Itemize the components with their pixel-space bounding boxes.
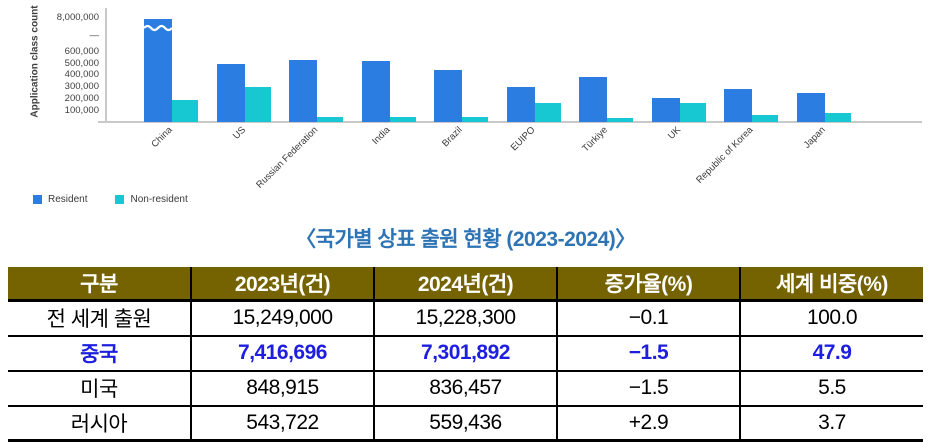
table-cell: 559,436: [373, 404, 557, 442]
table-cell: 836,457: [373, 369, 557, 406]
bar-non-resident-russian-federation: [317, 116, 344, 122]
table-cell: 러시아: [8, 404, 191, 442]
bar-non-resident-republic-of-korea: [752, 115, 779, 122]
bar-resident-uk: [651, 97, 680, 122]
table-cell: 100.0: [739, 300, 923, 336]
legend-swatch-resident-icon: [33, 195, 42, 204]
table-cell: 3.7: [739, 404, 923, 442]
x-tick-label-uk: UK: [665, 124, 683, 142]
plot-area: [105, 8, 925, 122]
bar-group-india: [353, 8, 426, 122]
x-tick-label-us: US: [230, 124, 248, 142]
x-tick-label-republic-of-korea: Republic of Korea: [693, 124, 756, 186]
bar-resident-russian-federation: [289, 59, 318, 122]
legend-item-nonresident: Non-resident: [115, 194, 188, 205]
x-tick-label-brazil: Brazil: [440, 124, 466, 150]
bar-group-t-rkiye: [570, 8, 643, 122]
bar-non-resident-brazil: [462, 117, 489, 122]
table-cell: 5.5: [739, 369, 923, 406]
x-tick-label-t-rkiye: Türkiye: [580, 124, 611, 155]
header-cell-2024: 2024년(건): [373, 267, 557, 302]
header-cell-growth: 증가율(%): [556, 267, 740, 302]
bar-group-brazil: [425, 8, 498, 122]
table-cell: 15,228,300: [373, 300, 557, 336]
bar-group-china: [135, 8, 208, 122]
table-cell: 전 세계 출원: [46, 308, 152, 332]
bar-non-resident-t-rkiye: [607, 117, 634, 122]
y-tick-label: 100,000: [64, 104, 99, 116]
header-cell-category: 구분: [8, 267, 191, 302]
y-tick-label: 400,000: [64, 69, 99, 81]
table-title: 〈국가별 상표 출원 현황 (2023-2024)〉: [295, 228, 636, 251]
bar-group-uk: [643, 8, 716, 122]
table-cell: 중국: [8, 334, 191, 371]
axis-break-dash: —: [89, 29, 100, 41]
table-row-world: 전 세계 출원 15,249,000 15,228,300 −0.1 100.0: [8, 300, 923, 336]
table-header-row: 구분 2023년(건) 2024년(건) 증가율(%) 세계 비중(%): [8, 267, 923, 302]
table-cell: 15,249,000: [190, 300, 374, 336]
bar-group-republic-of-korea: [715, 8, 788, 122]
bar-group-us: [208, 8, 281, 122]
table-cell: 848,915: [190, 369, 374, 406]
bar-group-russian-federation: [280, 8, 353, 122]
bar-group-japan: [788, 8, 861, 122]
bar-resident-euipo: [506, 87, 535, 122]
table-cell: 47.9: [739, 334, 923, 371]
x-tick-label-china: China: [149, 124, 176, 150]
y-tick-label: 600,000: [64, 45, 99, 57]
table-row-us: 미국 848,915 836,457 −1.5 5.5: [8, 369, 923, 406]
bar-non-resident-uk: [679, 102, 706, 122]
bar-resident-us: [216, 64, 245, 122]
legend-item-resident: Resident: [33, 194, 87, 205]
legend-label-resident: Resident: [48, 194, 88, 205]
bar-resident-brazil: [434, 70, 463, 122]
table-cell: 7,416,696: [190, 334, 374, 371]
legend: Resident Non-resident: [33, 194, 188, 205]
bar-non-resident-india: [389, 116, 416, 122]
bar-resident-india: [361, 60, 390, 122]
bar-group-euipo: [498, 8, 571, 122]
x-tick-label-japan: Japan: [801, 124, 828, 151]
bar-non-resident-japan: [824, 112, 851, 122]
x-tick-label-india: India: [370, 124, 393, 147]
table-row-china: 중국 7,416,696 7,301,892 −1.5 47.9: [8, 334, 923, 371]
bar-resident-republic-of-korea: [724, 89, 753, 122]
x-tick-label-russian-federation: Russian Federation: [254, 124, 321, 191]
y-tick-label: 500,000: [64, 57, 99, 69]
legend-swatch-nonresident-icon: [115, 195, 125, 204]
trademark-bar-chart: Application class count 8,000,000 — 600,00…: [0, 0, 931, 215]
y-tick-label: 8,000,000: [56, 11, 99, 23]
axis-break-wave-icon: [144, 25, 173, 32]
table-cell: −1.5: [556, 369, 740, 406]
x-axis-line: [98, 121, 922, 123]
y-axis-label: Application class count: [29, 5, 41, 118]
bar-non-resident-euipo: [534, 103, 561, 122]
y-tick-label: 200,000: [64, 92, 99, 104]
header-cell-2023: 2023년(건): [190, 267, 374, 302]
bar-non-resident-china: [172, 100, 199, 122]
table-cell: −1.5: [556, 334, 740, 371]
legend-label-nonresident: Non-resident: [130, 194, 188, 205]
table-cell: +2.9: [556, 404, 740, 442]
y-tick-label: 300,000: [64, 81, 99, 93]
table-cell: 미국: [8, 369, 191, 406]
bar-resident-japan: [796, 93, 825, 122]
x-tick-label-euipo: EUIPO: [508, 124, 538, 154]
country-table: 구분 2023년(건) 2024년(건) 증가율(%) 세계 비중(%) 전 세…: [8, 267, 923, 442]
bars-container: [135, 8, 860, 122]
bar-resident-china: [144, 19, 173, 122]
table-cell: −0.1: [556, 300, 740, 336]
y-axis-line: [105, 8, 107, 122]
bar-non-resident-us: [244, 87, 271, 122]
table-row-russia: 러시아 543,722 559,436 +2.9 3.7: [8, 404, 923, 442]
table-cell: 543,722: [190, 404, 374, 442]
table-cell: 7,301,892: [373, 334, 557, 371]
bar-resident-t-rkiye: [579, 76, 608, 122]
header-cell-share: 세계 비중(%): [739, 267, 923, 302]
